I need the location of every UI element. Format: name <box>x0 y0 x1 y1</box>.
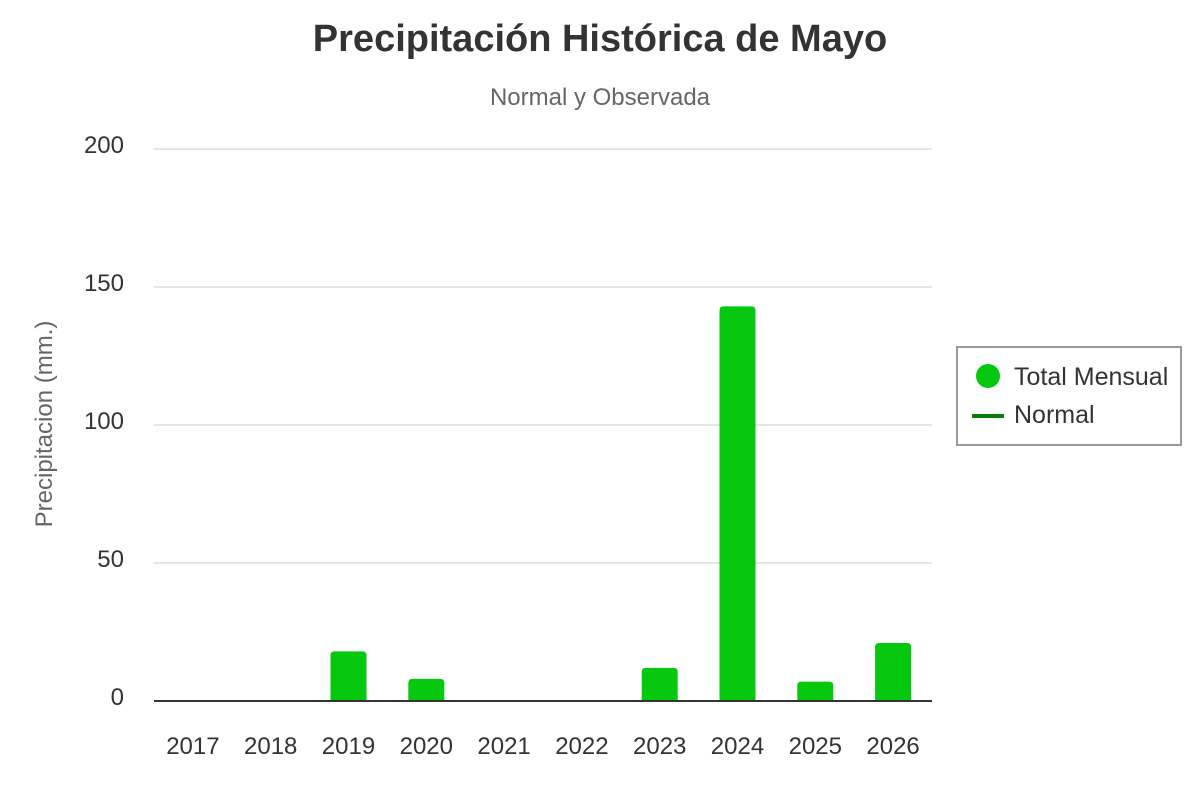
legend-box <box>956 346 1182 446</box>
y-axis-label: Precipitacion (mm.) <box>31 321 58 528</box>
y-tick-label: 100 <box>84 408 124 435</box>
x-tick-label: 2019 <box>322 733 375 760</box>
x-tick-label: 2020 <box>400 733 453 760</box>
y-tick-label: 50 <box>97 546 124 573</box>
legend-item-normal[interactable]: Normal <box>972 401 1095 429</box>
x-tick-label: 2024 <box>711 733 764 760</box>
x-tick-label: 2025 <box>789 733 842 760</box>
x-tick-labels: 2017 2018 2019 2020 2021 2022 2023 2024 2025 2026 <box>166 733 920 760</box>
legend-item-total-mensual[interactable]: Total Mensual <box>976 363 1168 391</box>
bar-2020[interactable] <box>408 678 445 701</box>
legend-label-total-mensual: Total Mensual <box>1014 363 1168 391</box>
x-tick-label: 2022 <box>555 733 608 760</box>
bar-2026[interactable] <box>875 643 912 701</box>
x-tick-label: 2021 <box>477 733 530 760</box>
chart-title: Precipitación Histórica de Mayo <box>313 18 887 60</box>
y-tick-label: 0 <box>111 684 124 711</box>
legend-marker-circle-icon <box>976 364 1000 388</box>
y-tick-label: 150 <box>84 270 124 297</box>
legend-label-normal: Normal <box>1014 401 1095 429</box>
bar-2024[interactable] <box>719 306 756 701</box>
legend[interactable]: Total Mensual Normal <box>956 346 1182 446</box>
y-tick-label: 200 <box>84 132 124 159</box>
bars <box>330 306 912 701</box>
x-tick-label: 2026 <box>866 733 919 760</box>
x-tick-label: 2023 <box>633 733 686 760</box>
grid-lines <box>154 148 932 564</box>
bar-2023[interactable] <box>641 667 678 701</box>
bar-2025[interactable] <box>797 681 834 701</box>
x-tick-label: 2018 <box>244 733 297 760</box>
chart-subtitle: Normal y Observada <box>490 84 711 111</box>
y-tick-labels: 0 50 100 150 200 <box>84 132 124 711</box>
bar-2019[interactable] <box>330 651 367 701</box>
x-tick-label: 2017 <box>166 733 219 760</box>
